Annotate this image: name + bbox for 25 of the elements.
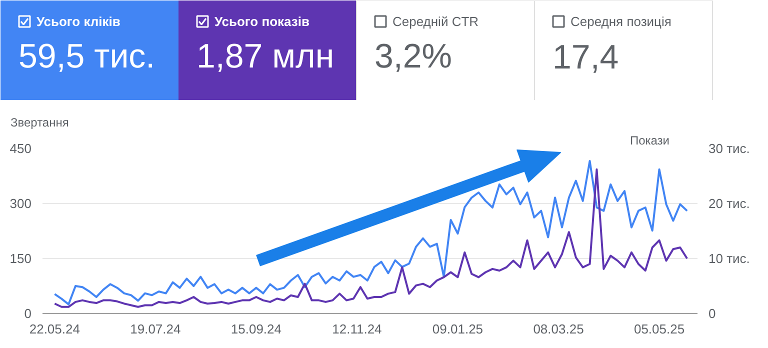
y-tick-label: 450: [10, 141, 32, 156]
x-tick-label: 15.09.24: [230, 322, 282, 336]
x-tick-label: 08.03.25: [533, 322, 584, 336]
y2-tick-label: 20 тис.: [708, 196, 750, 211]
category-label: Середній CTR: [392, 14, 479, 29]
text: 3,2%: [374, 38, 452, 76]
x-tick-label: 09.01.25: [432, 322, 484, 336]
y-axis-title: Звертання: [10, 116, 69, 130]
text: 59,5 тис.: [18, 38, 156, 76]
y2-axis-title: Покази: [630, 134, 670, 148]
y2-tick-label: 30 тис.: [708, 141, 750, 156]
y2-tick-label: 10 тис.: [708, 251, 750, 266]
x-tick-label: 05.05.25: [634, 322, 685, 336]
text: 1,87 млн: [196, 38, 334, 76]
x-tick-label: 12.11.24: [332, 322, 382, 336]
y-tick-label: 300: [10, 196, 32, 211]
y2-tick-label: 0: [708, 306, 716, 321]
category-label: Усього показів: [214, 14, 310, 29]
y-tick-label: 150: [10, 251, 32, 266]
category-label: Середня позиція: [570, 14, 672, 29]
y-tick-label: 0: [24, 306, 32, 321]
text: 17,4: [552, 38, 619, 76]
category-label: Усього кліків: [36, 14, 120, 29]
x-tick-label: 19.07.24: [130, 322, 181, 336]
x-tick-label: 22.05.24: [29, 322, 80, 336]
